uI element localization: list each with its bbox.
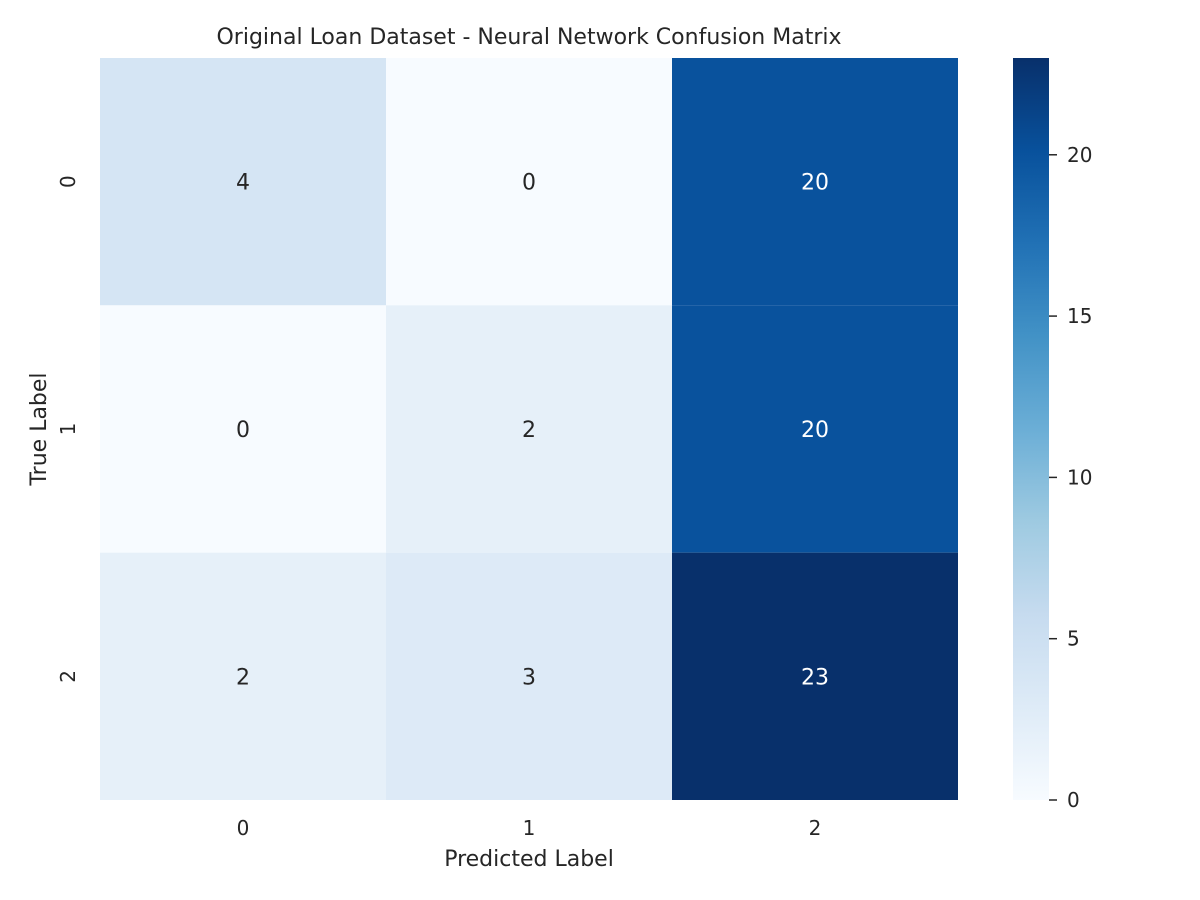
y-tick-label: 0 — [56, 175, 80, 188]
heatmap-cell — [100, 305, 386, 553]
cell-value-label: 2 — [236, 665, 250, 690]
x-tick-label: 1 — [523, 816, 536, 840]
colorbar-tick-label: 10 — [1067, 465, 1092, 489]
heatmap-cell — [672, 552, 958, 800]
heatmap-cell — [672, 58, 958, 306]
x-axis-ticks: 0 1 2 — [237, 816, 822, 840]
heatmap-cell — [386, 58, 672, 306]
heatmap-cell — [386, 552, 672, 800]
colorbar-tick-label: 20 — [1067, 143, 1092, 167]
heatmap-cell — [100, 58, 386, 306]
colorbar-tick-label: 0 — [1067, 788, 1080, 812]
cell-value-label: 0 — [236, 418, 250, 443]
x-tick-label: 0 — [237, 816, 250, 840]
cell-value-label: 20 — [801, 418, 829, 443]
heatmap-cells: 4 0 200 2 202 3 23 — [100, 58, 958, 800]
cell-value-label: 4 — [236, 171, 250, 196]
colorbar — [1013, 58, 1049, 800]
y-axis-label: True Label — [27, 372, 52, 486]
colorbar-ticks: 0 5 10 15 20 — [1049, 143, 1092, 812]
heatmap-cell — [672, 305, 958, 553]
colorbar-tick-label: 15 — [1067, 304, 1092, 328]
y-tick-label: 2 — [56, 670, 80, 683]
cell-value-label: 3 — [522, 665, 536, 690]
chart-title: Original Loan Dataset - Neural Network C… — [216, 25, 841, 50]
heatmap-cell — [100, 552, 386, 800]
x-tick-label: 2 — [809, 816, 822, 840]
colorbar-tick-label: 5 — [1067, 627, 1080, 651]
y-axis-ticks: 0 1 2 — [56, 175, 80, 682]
y-tick-label: 1 — [56, 423, 80, 436]
cell-value-label: 2 — [522, 418, 536, 443]
cell-value-label: 23 — [801, 665, 829, 690]
cell-value-label: 0 — [522, 171, 536, 196]
cell-value-label: 20 — [801, 171, 829, 196]
heatmap-cell — [386, 305, 672, 553]
x-axis-label: Predicted Label — [444, 847, 614, 872]
